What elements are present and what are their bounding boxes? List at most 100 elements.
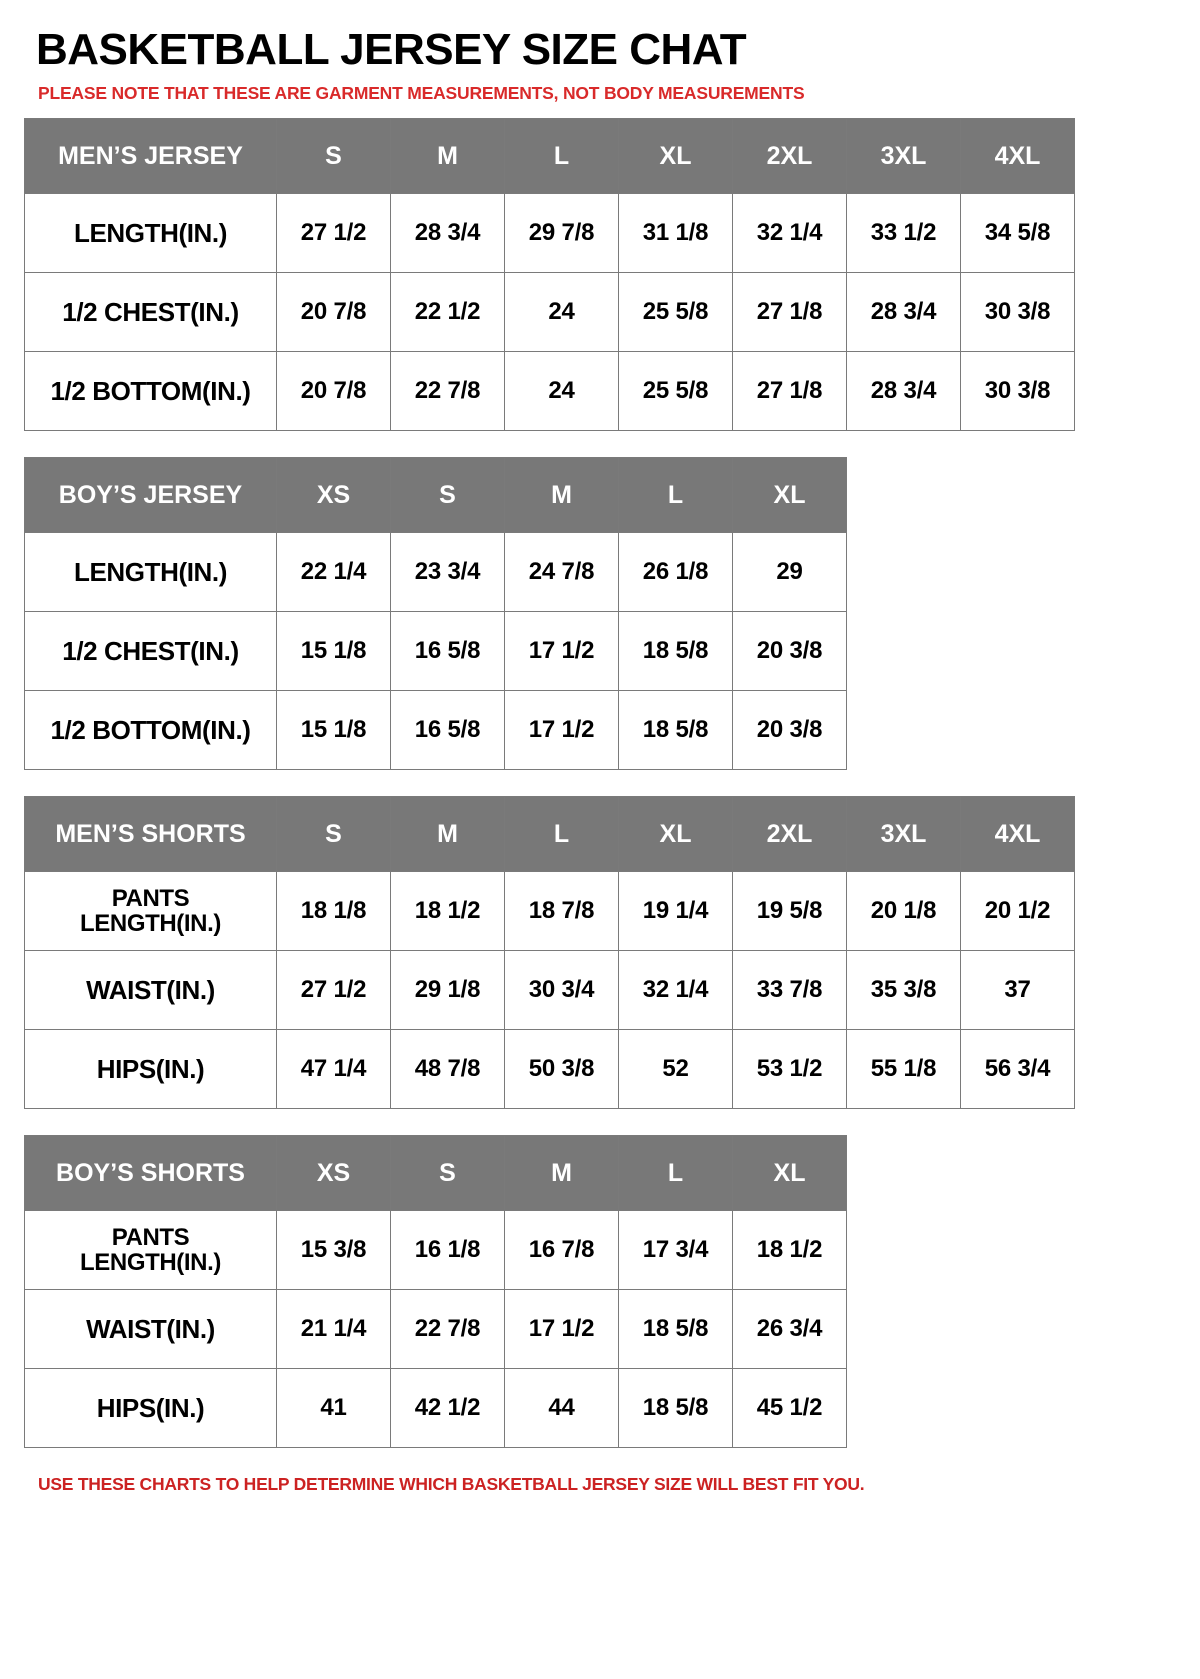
table-row: WAIST(IN.) 27 1/2 29 1/8 30 3/4 32 1/4 3… [24,950,1075,1031]
column-header-s: S [390,457,505,534]
cell-value: 23 3/4 [390,532,505,613]
column-header-2xl: 2XL [732,796,847,873]
table-header-row: BOY’S JERSEY XS S M L XL [24,457,847,534]
cell-value: 30 3/8 [960,272,1075,353]
cell-value: 25 5/8 [618,272,733,353]
cell-value: 27 1/8 [732,272,847,353]
column-header-xs: XS [276,1135,391,1212]
cell-value: 29 [732,532,847,613]
cell-value: 17 1/2 [504,1289,619,1370]
cell-value: 18 7/8 [504,871,619,952]
garment-measurement-note: PLEASE NOTE THAT THESE ARE GARMENT MEASU… [38,82,805,103]
cell-value: 50 3/8 [504,1029,619,1110]
table-header-row: MEN’S SHORTS S M L XL 2XL 3XL 4XL [24,796,1075,873]
column-header-s: S [276,118,391,195]
cell-value: 22 7/8 [390,351,505,432]
column-header-4xl: 4XL [960,796,1075,873]
cell-value: 27 1/2 [276,193,391,274]
column-header-l: L [618,1135,733,1212]
column-header-xs: XS [276,457,391,534]
cell-value: 15 3/8 [276,1210,391,1291]
row-label-hips: HIPS(IN.) [24,1029,277,1110]
cell-value: 44 [504,1368,619,1449]
cell-value: 24 [504,272,619,353]
footer-note: USE THESE CHARTS TO HELP DETERMINE WHICH… [38,1474,865,1495]
cell-value: 32 1/4 [732,193,847,274]
cell-value: 17 1/2 [504,690,619,771]
size-tables-container: MEN’S JERSEY S M L XL 2XL 3XL 4XL LENGTH… [0,118,1200,1449]
cell-value: 41 [276,1368,391,1449]
cell-value: 27 1/8 [732,351,847,432]
cell-value: 35 3/8 [846,950,961,1031]
cell-value: 52 [618,1029,733,1110]
cell-value: 15 1/8 [276,690,391,771]
row-label-pants-length: PANTS LENGTH(IN.) [24,1210,277,1291]
cell-value: 29 7/8 [504,193,619,274]
cell-value: 22 7/8 [390,1289,505,1370]
cell-value: 16 5/8 [390,690,505,771]
column-header-xl: XL [618,118,733,195]
table-corner-label: BOY’S JERSEY [24,457,277,534]
column-header-xl: XL [732,1135,847,1212]
row-label-line-2: LENGTH(IN.) [80,1249,221,1277]
cell-value: 30 3/4 [504,950,619,1031]
row-label-half-bottom: 1/2 BOTTOM(IN.) [24,351,277,432]
table-row: LENGTH(IN.) 22 1/4 23 3/4 24 7/8 26 1/8 … [24,532,847,613]
row-label-hips: HIPS(IN.) [24,1368,277,1449]
table-row: WAIST(IN.) 21 1/4 22 7/8 17 1/2 18 5/8 2… [24,1289,847,1370]
cell-value: 26 1/8 [618,532,733,613]
table-corner-label: MEN’S JERSEY [24,118,277,195]
cell-value: 47 1/4 [276,1029,391,1110]
table-corner-label: MEN’S SHORTS [24,796,277,873]
cell-value: 19 5/8 [732,871,847,952]
table-header-row: BOY’S SHORTS XS S M L XL [24,1135,847,1212]
table-corner-label: BOY’S SHORTS [24,1135,277,1212]
column-header-m: M [504,1135,619,1212]
cell-value: 28 3/4 [846,351,961,432]
row-label-half-bottom: 1/2 BOTTOM(IN.) [24,690,277,771]
cell-value: 37 [960,950,1075,1031]
cell-value: 55 1/8 [846,1029,961,1110]
cell-value: 20 1/2 [960,871,1075,952]
table-mens-shorts: MEN’S SHORTS S M L XL 2XL 3XL 4XL PANTS … [24,796,1075,1110]
cell-value: 45 1/2 [732,1368,847,1449]
cell-value: 30 3/8 [960,351,1075,432]
cell-value: 33 7/8 [732,950,847,1031]
cell-value: 18 5/8 [618,690,733,771]
cell-value: 31 1/8 [618,193,733,274]
row-label-line-2: LENGTH(IN.) [80,910,221,938]
cell-value: 20 1/8 [846,871,961,952]
column-header-4xl: 4XL [960,118,1075,195]
column-header-3xl: 3XL [846,796,961,873]
cell-value: 28 3/4 [390,193,505,274]
cell-value: 25 5/8 [618,351,733,432]
cell-value: 20 7/8 [276,351,391,432]
column-header-m: M [390,796,505,873]
cell-value: 22 1/2 [390,272,505,353]
cell-value: 16 1/8 [390,1210,505,1291]
cell-value: 22 1/4 [276,532,391,613]
cell-value: 18 1/2 [732,1210,847,1291]
column-header-l: L [504,796,619,873]
column-header-s: S [276,796,391,873]
column-header-xl: XL [618,796,733,873]
table-row: 1/2 BOTTOM(IN.) 15 1/8 16 5/8 17 1/2 18 … [24,690,847,771]
table-row: 1/2 BOTTOM(IN.) 20 7/8 22 7/8 24 25 5/8 … [24,351,1075,432]
cell-value: 18 5/8 [618,1289,733,1370]
cell-value: 19 1/4 [618,871,733,952]
cell-value: 21 1/4 [276,1289,391,1370]
cell-value: 24 7/8 [504,532,619,613]
column-header-m: M [390,118,505,195]
row-label-waist: WAIST(IN.) [24,950,277,1031]
cell-value: 18 1/8 [276,871,391,952]
table-row: PANTS LENGTH(IN.) 18 1/8 18 1/2 18 7/8 1… [24,871,1075,952]
cell-value: 28 3/4 [846,272,961,353]
table-row: 1/2 CHEST(IN.) 20 7/8 22 1/2 24 25 5/8 2… [24,272,1075,353]
cell-value: 16 7/8 [504,1210,619,1291]
table-row: PANTS LENGTH(IN.) 15 3/8 16 1/8 16 7/8 1… [24,1210,847,1291]
cell-value: 20 3/8 [732,611,847,692]
cell-value: 53 1/2 [732,1029,847,1110]
cell-value: 24 [504,351,619,432]
column-header-3xl: 3XL [846,118,961,195]
cell-value: 17 1/2 [504,611,619,692]
